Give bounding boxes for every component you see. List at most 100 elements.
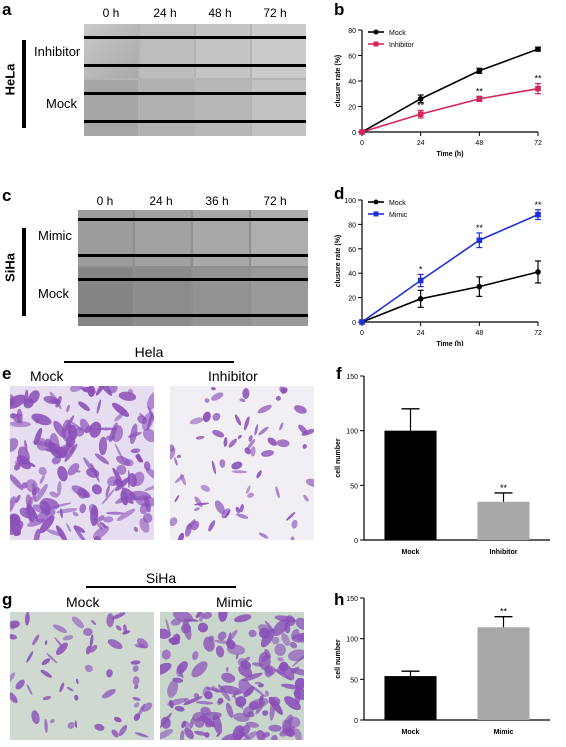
- stained-cell: [180, 473, 187, 486]
- x-tick-label: Mimic: [494, 729, 514, 736]
- significance-mark: **: [476, 86, 484, 96]
- stained-cell: [258, 426, 269, 436]
- stained-cell: [62, 635, 74, 641]
- stained-cell: [276, 439, 290, 448]
- stained-cell: [294, 728, 302, 740]
- y-tick-label: 50: [350, 483, 358, 490]
- stained-cell: [89, 634, 94, 648]
- significance-mark: **: [500, 483, 508, 493]
- stained-cell: [61, 419, 72, 442]
- x-tick-label: 0: [360, 330, 364, 337]
- x-tick-label: 48: [475, 330, 483, 337]
- time-label: 0 h: [96, 194, 114, 208]
- stained-cell: [160, 662, 172, 676]
- scratch-edge-line: [84, 92, 306, 95]
- stained-cell: [26, 683, 33, 696]
- stained-cell: [189, 417, 204, 425]
- stained-cell: [89, 644, 98, 653]
- stained-cell: [244, 447, 252, 455]
- stained-cell: [287, 649, 304, 662]
- x-tick-label: Inhibitor: [490, 549, 518, 556]
- stained-cell: [112, 467, 124, 486]
- stained-cell: [24, 612, 30, 626]
- legend-label: Inhibitor: [389, 42, 415, 49]
- stained-cell: [64, 443, 78, 462]
- y-axis-label: cell number: [335, 639, 342, 679]
- stained-cell: [127, 431, 142, 438]
- stained-cell: [248, 698, 269, 709]
- x-axis-label: Time (h): [436, 341, 463, 346]
- stained-cell: [66, 686, 74, 692]
- micrograph-tile: [193, 268, 249, 326]
- cell-line-label-box: SiHa: [0, 253, 30, 282]
- stained-cell: [53, 624, 67, 633]
- stained-cell: [50, 502, 72, 508]
- stained-cell: [145, 468, 154, 481]
- stained-cell: [242, 706, 254, 718]
- stained-cell: [194, 502, 210, 506]
- stained-cell: [91, 484, 102, 495]
- scratch-edge-line: [84, 64, 306, 67]
- stained-cell: [234, 414, 242, 426]
- stained-cell: [16, 455, 32, 470]
- stained-cell: [233, 614, 252, 623]
- stained-cell: [270, 734, 278, 740]
- stained-cell: [43, 396, 59, 405]
- time-label: 72 h: [263, 194, 287, 208]
- stained-cell: [295, 617, 304, 631]
- stained-cell: [257, 683, 264, 688]
- group-line: [64, 361, 234, 363]
- stained-cell: [14, 494, 21, 504]
- stained-cell: [167, 679, 179, 698]
- micrograph-tile: [135, 268, 191, 326]
- stained-cell: [235, 653, 239, 660]
- scratch-edge-line: [78, 278, 308, 281]
- stained-cell: [241, 672, 263, 682]
- stained-cell: [107, 476, 119, 487]
- stained-cell: [86, 645, 91, 655]
- bar-mock: [384, 430, 437, 540]
- data-point: [417, 277, 424, 284]
- stained-cell: [217, 684, 231, 702]
- stained-cell: [242, 731, 258, 740]
- stained-cell: [174, 457, 178, 466]
- stained-cell: [298, 424, 308, 435]
- stained-cell: [170, 444, 175, 452]
- stained-cell: [89, 421, 102, 438]
- stained-cell: [261, 450, 274, 457]
- series-line-mock: [361, 271, 539, 323]
- stained-cell: [78, 401, 90, 412]
- legend-label: Mock: [389, 200, 406, 207]
- stained-cell: [136, 453, 142, 463]
- stained-cell: [271, 636, 280, 645]
- x-tick-label: 24: [417, 140, 425, 147]
- stained-cell: [239, 398, 246, 403]
- stained-cell: [10, 634, 18, 640]
- stained-cell: [305, 478, 314, 488]
- transwell-image-mimic-g: [160, 612, 304, 740]
- micrograph-tile: [252, 80, 306, 136]
- stained-cell: [60, 444, 73, 450]
- stained-cell: [132, 676, 140, 686]
- stained-cell: [66, 523, 72, 533]
- micrograph-tile: [140, 80, 194, 136]
- stained-cell: [44, 640, 48, 645]
- stained-cell: [187, 519, 196, 530]
- stained-cell: [111, 402, 130, 417]
- stained-cell: [221, 508, 231, 519]
- stained-cell: [31, 710, 40, 725]
- stained-cell: [116, 464, 127, 475]
- y-tick-label: 100: [344, 198, 356, 205]
- stained-cell: [15, 679, 25, 690]
- legend-marker: [373, 211, 379, 217]
- stained-cell: [194, 730, 207, 736]
- stained-cell: [102, 516, 114, 523]
- stained-cell: [136, 638, 149, 649]
- series-line-mock: [361, 48, 539, 133]
- stained-cell: [287, 716, 301, 728]
- stained-cell: [93, 517, 103, 530]
- y-tick-label: 20: [348, 296, 356, 303]
- stained-cell: [137, 415, 148, 424]
- stained-cell: [275, 395, 281, 401]
- stained-cell: [214, 500, 225, 515]
